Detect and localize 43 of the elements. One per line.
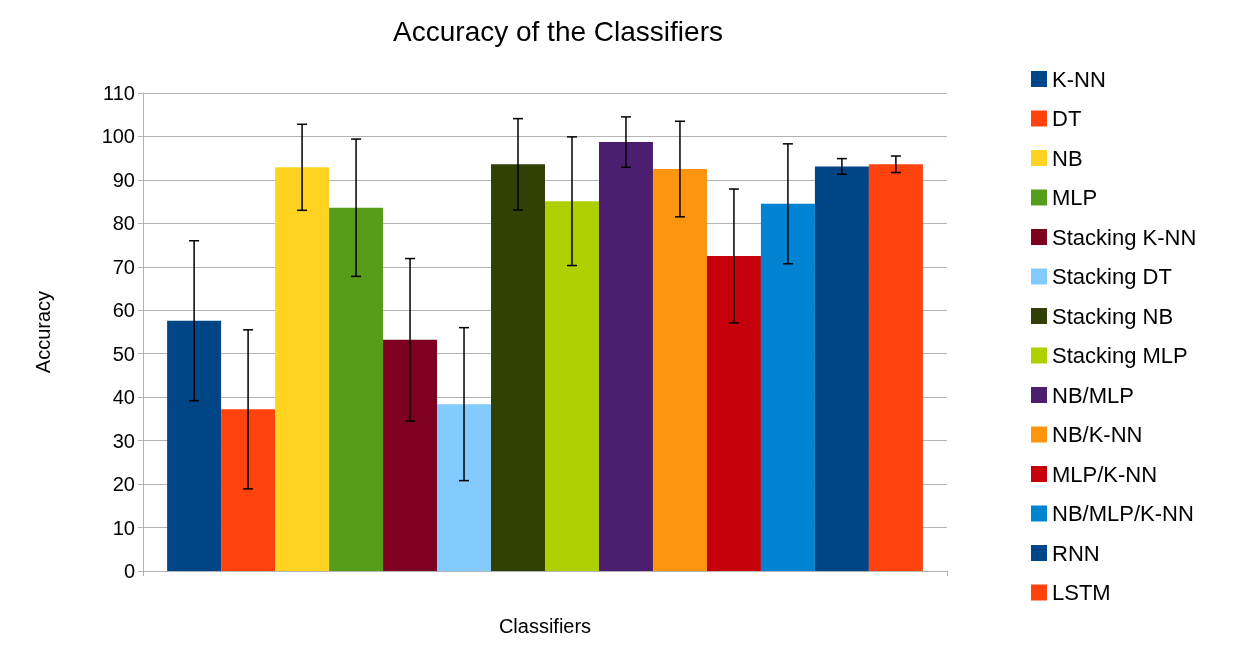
bar [652,169,707,571]
bar [329,207,384,571]
y-tick-label: 20 [112,473,135,496]
bar [437,404,492,571]
bar [275,167,330,571]
legend-label: K-NN [1052,66,1106,92]
bar [545,201,599,571]
chart-title: Accuracy of the Classifiers [393,15,723,47]
bar [706,255,761,571]
bar [868,164,923,571]
legend-label: Stacking MLP [1052,343,1188,368]
legend-label: NB/MLP [1052,382,1134,408]
y-tick-label: 110 [103,82,135,104]
legend-label: Stacking DT [1052,264,1172,289]
bar [814,166,869,571]
x-axis-title: Classifiers [498,615,592,637]
y-tick-label: 80 [112,212,135,235]
legend-label: MLP [1052,185,1098,210]
legend-label: Stacking NB [1052,303,1174,329]
bar [760,203,815,571]
y-axis-title: Accuracy [32,290,54,374]
legend-label: MLP/K-NN [1052,461,1158,487]
legend-label: NB/K-NN [1052,422,1143,447]
bar [491,164,545,571]
y-tick-label: 60 [112,299,135,322]
y-tick-label: 30 [112,429,135,452]
y-tick-label: 0 [123,560,135,582]
bar [598,142,653,571]
y-tick-label: 10 [112,516,135,539]
legend-label: NB/MLP/K-NN [1052,501,1194,526]
bar [221,409,276,571]
legend-label: DT [1052,106,1082,131]
legend-label: NB [1052,145,1083,171]
legend-label: Stacking K-NN [1052,224,1197,250]
legend-label: RNN [1052,540,1100,566]
y-tick-label: 50 [112,342,135,365]
y-tick-label: 40 [112,386,135,409]
legend-label: LSTM [1052,580,1111,605]
y-tick-label: 90 [112,168,135,191]
y-tick-label: 100 [101,125,135,148]
bar [167,320,222,571]
bar [383,339,438,571]
y-tick-label: 70 [112,255,135,278]
